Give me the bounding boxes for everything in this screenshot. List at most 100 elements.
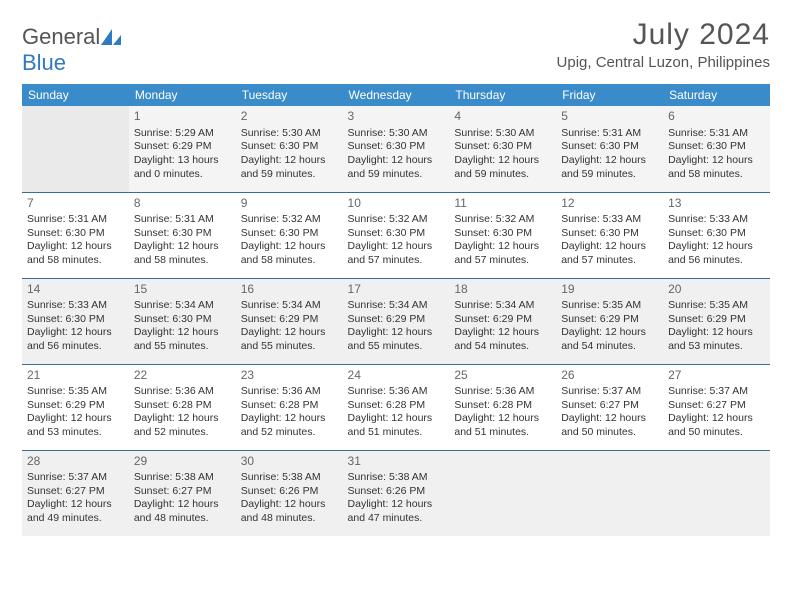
day-number: 5 xyxy=(561,109,658,125)
calendar-cell: 22Sunrise: 5:36 AMSunset: 6:28 PMDayligh… xyxy=(129,364,236,450)
sun-line: Daylight: 12 hours and 54 minutes. xyxy=(561,326,658,353)
sun-line: Daylight: 12 hours and 58 minutes. xyxy=(241,240,338,267)
sun-line: Sunset: 6:29 PM xyxy=(668,313,765,327)
day-number: 8 xyxy=(134,196,231,212)
day-number: 12 xyxy=(561,196,658,212)
sun-line: Sunset: 6:29 PM xyxy=(134,140,231,154)
sun-line: Daylight: 12 hours and 49 minutes. xyxy=(27,498,124,525)
sun-line: Sunrise: 5:37 AM xyxy=(561,385,658,399)
sun-line: Sunrise: 5:34 AM xyxy=(134,299,231,313)
sun-line: Sunrise: 5:31 AM xyxy=(27,213,124,227)
sun-line: Sunset: 6:29 PM xyxy=(348,313,445,327)
sun-line: Sunrise: 5:34 AM xyxy=(348,299,445,313)
calendar-cell: 15Sunrise: 5:34 AMSunset: 6:30 PMDayligh… xyxy=(129,278,236,364)
sun-line: Sunrise: 5:29 AM xyxy=(134,127,231,141)
day-number: 20 xyxy=(668,282,765,298)
day-header: Wednesday xyxy=(343,84,450,106)
calendar-cell: 31Sunrise: 5:38 AMSunset: 6:26 PMDayligh… xyxy=(343,450,450,536)
calendar-week-row: 14Sunrise: 5:33 AMSunset: 6:30 PMDayligh… xyxy=(22,278,770,364)
sun-line: Daylight: 12 hours and 59 minutes. xyxy=(348,154,445,181)
calendar-cell: 18Sunrise: 5:34 AMSunset: 6:29 PMDayligh… xyxy=(449,278,556,364)
sun-line: Sunset: 6:26 PM xyxy=(241,485,338,499)
day-number: 16 xyxy=(241,282,338,298)
calendar-cell: 28Sunrise: 5:37 AMSunset: 6:27 PMDayligh… xyxy=(22,450,129,536)
day-number: 25 xyxy=(454,368,551,384)
calendar-table: Sunday Monday Tuesday Wednesday Thursday… xyxy=(22,84,770,536)
sun-line: Sunset: 6:30 PM xyxy=(241,140,338,154)
calendar-cell: 21Sunrise: 5:35 AMSunset: 6:29 PMDayligh… xyxy=(22,364,129,450)
sun-line: Sunrise: 5:37 AM xyxy=(668,385,765,399)
sun-line: Sunrise: 5:38 AM xyxy=(348,471,445,485)
sun-line: Sunset: 6:26 PM xyxy=(348,485,445,499)
logo-word2: Blue xyxy=(22,50,66,75)
sun-line: Daylight: 12 hours and 57 minutes. xyxy=(348,240,445,267)
sun-line: Sunset: 6:28 PM xyxy=(454,399,551,413)
sun-line: Daylight: 12 hours and 59 minutes. xyxy=(241,154,338,181)
sun-line: Sunrise: 5:37 AM xyxy=(27,471,124,485)
sun-line: Sunrise: 5:36 AM xyxy=(348,385,445,399)
calendar-cell: 6Sunrise: 5:31 AMSunset: 6:30 PMDaylight… xyxy=(663,106,770,192)
sun-line: Sunset: 6:28 PM xyxy=(134,399,231,413)
day-header: Monday xyxy=(129,84,236,106)
calendar-cell: 11Sunrise: 5:32 AMSunset: 6:30 PMDayligh… xyxy=(449,192,556,278)
sun-line: Daylight: 12 hours and 53 minutes. xyxy=(668,326,765,353)
sun-line: Sunset: 6:30 PM xyxy=(27,313,124,327)
day-number: 26 xyxy=(561,368,658,384)
day-number: 7 xyxy=(27,196,124,212)
sun-line: Daylight: 12 hours and 58 minutes. xyxy=(134,240,231,267)
day-number: 15 xyxy=(134,282,231,298)
day-header: Sunday xyxy=(22,84,129,106)
sun-line: Sunrise: 5:32 AM xyxy=(241,213,338,227)
sun-line: Daylight: 12 hours and 56 minutes. xyxy=(27,326,124,353)
calendar-cell: 3Sunrise: 5:30 AMSunset: 6:30 PMDaylight… xyxy=(343,106,450,192)
calendar-cell: 1Sunrise: 5:29 AMSunset: 6:29 PMDaylight… xyxy=(129,106,236,192)
calendar-cell: 7Sunrise: 5:31 AMSunset: 6:30 PMDaylight… xyxy=(22,192,129,278)
sun-line: Sunrise: 5:35 AM xyxy=(27,385,124,399)
day-number: 28 xyxy=(27,454,124,470)
logo-word1: General xyxy=(22,24,100,49)
sun-line: Daylight: 12 hours and 57 minutes. xyxy=(561,240,658,267)
calendar-week-row: 28Sunrise: 5:37 AMSunset: 6:27 PMDayligh… xyxy=(22,450,770,536)
calendar-cell: 16Sunrise: 5:34 AMSunset: 6:29 PMDayligh… xyxy=(236,278,343,364)
sun-line: Daylight: 12 hours and 54 minutes. xyxy=(454,326,551,353)
sun-line: Sunrise: 5:31 AM xyxy=(668,127,765,141)
calendar-cell: 5Sunrise: 5:31 AMSunset: 6:30 PMDaylight… xyxy=(556,106,663,192)
sun-line: Sunset: 6:29 PM xyxy=(454,313,551,327)
day-number: 22 xyxy=(134,368,231,384)
sun-line: Sunset: 6:30 PM xyxy=(561,140,658,154)
day-number: 24 xyxy=(348,368,445,384)
day-number: 21 xyxy=(27,368,124,384)
day-number: 31 xyxy=(348,454,445,470)
calendar-cell: 26Sunrise: 5:37 AMSunset: 6:27 PMDayligh… xyxy=(556,364,663,450)
sun-line: Sunset: 6:30 PM xyxy=(348,227,445,241)
sun-line: Daylight: 12 hours and 59 minutes. xyxy=(561,154,658,181)
day-number: 27 xyxy=(668,368,765,384)
calendar-cell: 30Sunrise: 5:38 AMSunset: 6:26 PMDayligh… xyxy=(236,450,343,536)
day-number: 1 xyxy=(134,109,231,125)
sun-line: Sunrise: 5:34 AM xyxy=(241,299,338,313)
calendar-week-row: 21Sunrise: 5:35 AMSunset: 6:29 PMDayligh… xyxy=(22,364,770,450)
day-number: 9 xyxy=(241,196,338,212)
calendar-cell: 8Sunrise: 5:31 AMSunset: 6:30 PMDaylight… xyxy=(129,192,236,278)
day-number: 18 xyxy=(454,282,551,298)
sun-line: Sunrise: 5:33 AM xyxy=(561,213,658,227)
day-number: 19 xyxy=(561,282,658,298)
day-number: 17 xyxy=(348,282,445,298)
calendar-cell: 23Sunrise: 5:36 AMSunset: 6:28 PMDayligh… xyxy=(236,364,343,450)
sun-line: Daylight: 12 hours and 58 minutes. xyxy=(27,240,124,267)
sun-line: Sunrise: 5:31 AM xyxy=(134,213,231,227)
sun-line: Daylight: 12 hours and 55 minutes. xyxy=(134,326,231,353)
calendar-cell: 4Sunrise: 5:30 AMSunset: 6:30 PMDaylight… xyxy=(449,106,556,192)
logo: General Blue xyxy=(22,24,125,76)
calendar-cell: 25Sunrise: 5:36 AMSunset: 6:28 PMDayligh… xyxy=(449,364,556,450)
sun-line: Daylight: 12 hours and 53 minutes. xyxy=(27,412,124,439)
day-number: 13 xyxy=(668,196,765,212)
sun-line: Daylight: 12 hours and 56 minutes. xyxy=(668,240,765,267)
calendar-cell: 29Sunrise: 5:38 AMSunset: 6:27 PMDayligh… xyxy=(129,450,236,536)
sun-line: Daylight: 12 hours and 59 minutes. xyxy=(454,154,551,181)
sun-line: Daylight: 12 hours and 51 minutes. xyxy=(454,412,551,439)
calendar-cell xyxy=(663,450,770,536)
sun-line: Daylight: 12 hours and 52 minutes. xyxy=(241,412,338,439)
sun-line: Sunrise: 5:35 AM xyxy=(561,299,658,313)
sun-line: Sunset: 6:30 PM xyxy=(454,227,551,241)
